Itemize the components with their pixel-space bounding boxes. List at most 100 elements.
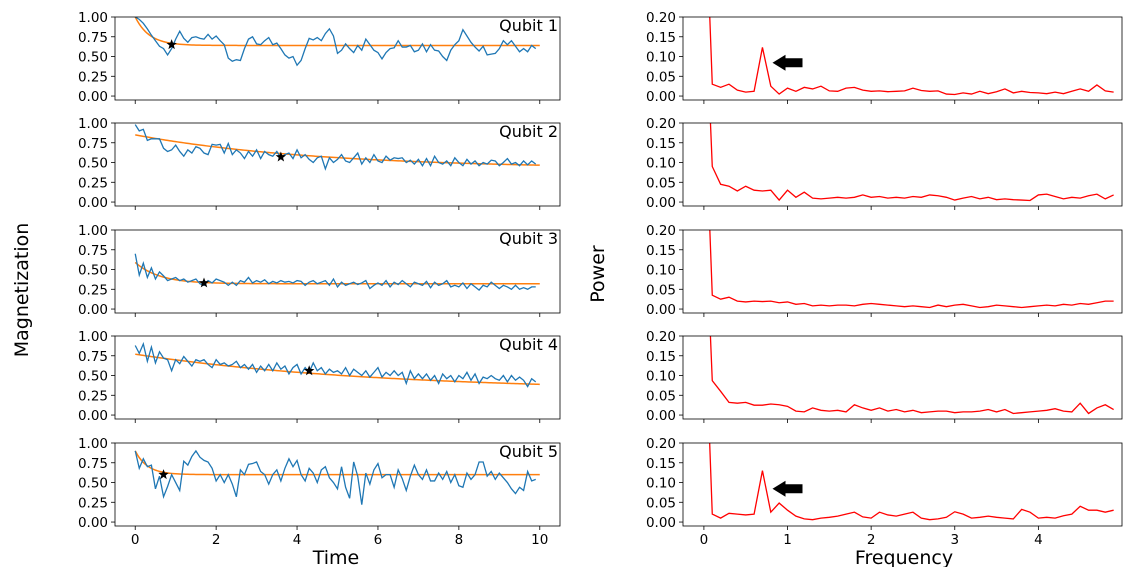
right-y-tick-label: 0.20 [646, 116, 676, 132]
right-y-tick-label: 0.05 [646, 282, 676, 298]
right-y-tick-label: 0.15 [646, 456, 676, 472]
left-y-tick-label: 0.00 [78, 195, 108, 211]
right-subplot-4: 0.00 0.05 0.10 0.15 0.20 [646, 329, 1123, 424]
right-y-tick-label: 0.20 [646, 436, 676, 452]
left-x-tick-label: 8 [455, 532, 464, 548]
left-y-tick-label: 0.75 [78, 349, 108, 365]
right-y-tick-label: 0.15 [646, 30, 676, 46]
left-y-tick-label: 1.00 [78, 329, 108, 345]
left-y-tick-label: 1.00 [78, 116, 108, 132]
right-y-tick-label: 0.20 [646, 10, 676, 26]
power-spectrum-line [709, 336, 1114, 415]
left-subplot-1: 0.00 0.25 0.50 0.75 1.00 Qubit 1 [78, 10, 561, 105]
right-x-tick-label: 1 [783, 532, 792, 548]
signal-line [134, 253, 536, 291]
left-y-tick-label: 0.00 [78, 408, 108, 424]
left-plot-area-1 [134, 17, 540, 67]
qubit-label: Qubit 2 [499, 122, 558, 141]
left-axes-frame-3 [114, 229, 561, 314]
right-axes-frame-1 [682, 16, 1123, 101]
left-subplot-5: 0.00 0.25 0.50 0.75 1.00 0 2 4 6 8 10 Qubit 5 [78, 436, 561, 548]
left-y-tick-label: 0.25 [78, 175, 108, 191]
right-axes-frame-3 [682, 229, 1123, 314]
right-subplot-5: 0.00 0.05 0.10 0.15 0.20 0 1 2 3 4 [646, 436, 1123, 548]
left-y-tick-label: 1.00 [78, 10, 108, 26]
arrow-annotation [772, 54, 803, 71]
left-axes-frame-4 [114, 335, 561, 420]
left-subplot-2: 0.00 0.25 0.50 0.75 1.00 Qubit 2 [78, 116, 561, 211]
fit-line [134, 17, 540, 47]
right-y-tick-label: 0.00 [646, 195, 676, 211]
left-y-tick-label: 0.75 [78, 136, 108, 152]
fit-line [135, 134, 540, 166]
left-axes-frame-5 [114, 442, 561, 527]
qubit-label: Qubit 3 [499, 229, 558, 248]
right-y-tick-label: 0.05 [646, 175, 676, 191]
right-subplot-grid: 0.00 0.05 0.10 0.15 0.20 0.00 0.05 0.10 0.15 0.20… [646, 10, 1123, 548]
left-plot-area-4 [134, 341, 540, 388]
star-marker [198, 277, 210, 288]
left-y-tick-label: 0.00 [78, 515, 108, 531]
right-y-tick-label: 0.10 [646, 263, 676, 279]
star-marker [275, 151, 287, 162]
power-spectrum-line [709, 123, 1114, 202]
right-plot-area-3 [709, 230, 1114, 309]
left-y-tick-label: 1.00 [78, 436, 108, 452]
left-y-tick-label: 0.50 [78, 476, 108, 492]
left-y-tick-label: 0.00 [78, 89, 108, 105]
left-y-tick-label: 0.25 [78, 388, 108, 404]
right-x-tick-label: 4 [1034, 532, 1043, 548]
right-y-tick-label: 0.00 [646, 408, 676, 424]
right-y-tick-label: 0.00 [646, 515, 676, 531]
fit-line [134, 450, 540, 476]
right-y-tick-label: 0.05 [646, 388, 676, 404]
signal-line [134, 341, 537, 388]
right-y-tick-label: 0.10 [646, 476, 676, 492]
left-subplot-grid: 0.000.250.500.751.00 Qubit 10.000.250.500… [78, 10, 561, 548]
right-subplot-2: 0.00 0.05 0.10 0.15 0.20 [646, 116, 1123, 211]
fit-line [134, 261, 540, 285]
right-x-axis-label: Frequency [855, 547, 953, 567]
left-y-axis-label: Magnetization [11, 223, 33, 358]
left-y-tick-label: 0.00 [78, 302, 108, 318]
left-axes-frame-2 [114, 122, 561, 207]
qubit-label: Qubit 5 [499, 442, 558, 461]
left-subplot-3: 0.00 0.25 0.50 0.75 1.00 Qubit 3 [78, 223, 561, 318]
right-axes-frame-5 [682, 442, 1123, 527]
left-y-tick-label: 0.25 [78, 495, 108, 511]
right-subplot-1: 0.00 0.05 0.10 0.15 0.20 [646, 10, 1123, 105]
right-y-tick-label: 0.10 [646, 369, 676, 385]
right-plot-area-2 [709, 123, 1114, 202]
left-y-tick-label: 0.75 [78, 456, 108, 472]
star-marker [303, 365, 315, 376]
right-plot-area-4 [709, 336, 1114, 415]
left-axes-frame-1 [114, 16, 561, 101]
left-y-tick-label: 0.50 [78, 50, 108, 66]
right-y-tick-label: 0.15 [646, 136, 676, 152]
right-subplot-3: 0.00 0.05 0.10 0.15 0.20 [646, 223, 1123, 318]
right-y-axis-label: Power [587, 245, 609, 303]
left-y-tick-label: 0.75 [78, 30, 108, 46]
qubit-label: Qubit 1 [499, 16, 558, 35]
right-y-tick-label: 0.05 [646, 69, 676, 85]
right-x-tick-label: 0 [700, 532, 709, 548]
signal-line [134, 449, 536, 505]
power-spectrum-line [709, 443, 1114, 521]
signal-line [134, 17, 537, 67]
left-x-axis-label: Time [312, 547, 360, 567]
right-x-tick-label: 2 [867, 532, 876, 548]
right-axes-frame-2 [682, 122, 1123, 207]
fit-line [135, 353, 540, 386]
right-y-tick-label: 0.10 [646, 50, 676, 66]
power-spectrum-line [709, 17, 1114, 96]
left-plot-area-3 [134, 253, 540, 291]
right-axes-frame-4 [682, 335, 1123, 420]
left-x-tick-label: 0 [131, 532, 140, 548]
arrow-annotation [772, 480, 803, 497]
star-marker [166, 39, 177, 50]
left-y-tick-label: 0.50 [78, 156, 108, 172]
left-plot-area-5 [134, 449, 540, 505]
left-x-tick-label: 2 [212, 532, 221, 548]
right-y-tick-label: 0.00 [646, 302, 676, 318]
